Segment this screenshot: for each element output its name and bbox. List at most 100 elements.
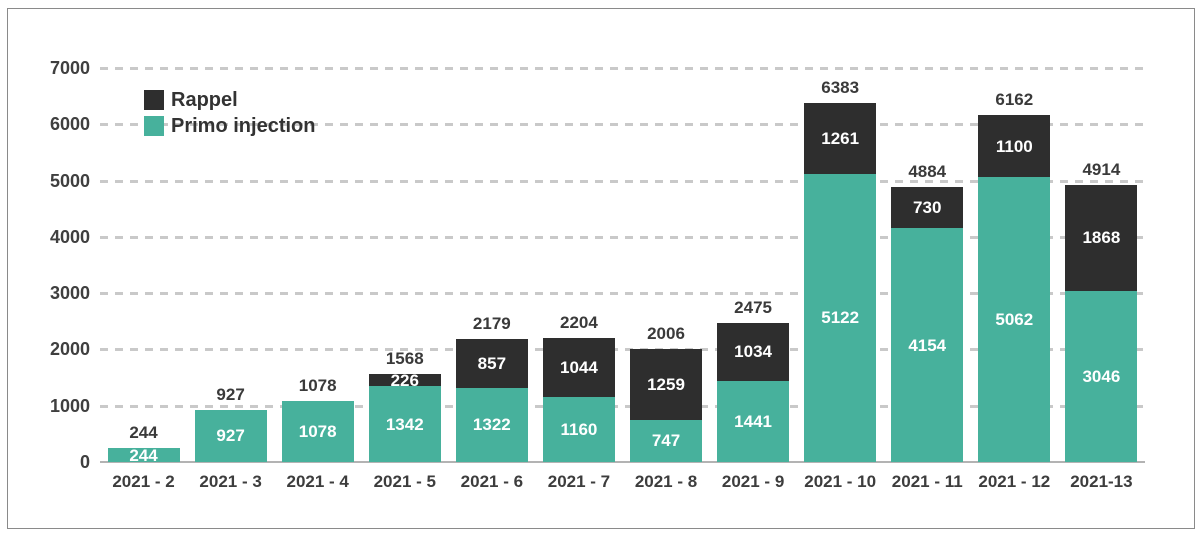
x-axis-tick-label: 2021 - 6 xyxy=(460,472,524,491)
bar-slot: 1568 226 1342 xyxy=(361,68,448,462)
stacked-bar: 2475 1034 1441 xyxy=(717,297,790,462)
stacked-bar: 244 244 xyxy=(107,423,180,465)
bar-total-label: 2179 xyxy=(472,314,511,334)
bar-slot: 4914 1868 3046 xyxy=(1058,68,1145,462)
bar-total-label: 1078 xyxy=(298,376,337,396)
bar-total-label: 927 xyxy=(216,384,245,404)
primo-injection-value-label: 1160 xyxy=(560,419,598,439)
primo-injection-segment: 244 xyxy=(107,445,180,465)
primo-injection-value-label: 5122 xyxy=(821,308,860,328)
gridline xyxy=(100,292,1145,296)
bar-total-label: 6383 xyxy=(821,77,860,97)
legend-item-rappel: Rappel xyxy=(144,90,315,110)
y-axis-tick-label: 0 xyxy=(79,452,90,472)
legend-item-primo-injection: Primo injection xyxy=(144,116,315,136)
gridline xyxy=(100,179,1145,183)
bar-total-label: 2204 xyxy=(560,312,598,332)
gridline xyxy=(100,404,1145,408)
bar-slot: 244 244 xyxy=(100,68,187,465)
primo-injection-segment: 747 xyxy=(630,419,702,462)
bar-total-label: 2475 xyxy=(734,297,772,317)
y-axis-tick-label: 1000 xyxy=(49,395,90,416)
bar-slot: 2006 1259 747 xyxy=(622,68,709,462)
rappel-segment: 226 xyxy=(368,370,441,390)
bar-slot: 2475 1034 1441 xyxy=(710,68,797,462)
legend: Rappel Primo injection xyxy=(144,90,315,136)
bar-total-label: 2006 xyxy=(647,324,685,344)
stacked-bar: 6162 1100 5062 xyxy=(978,90,1051,462)
bars-container: 244 244 927 927 1078 1078 1568 226 1342 2179 857 13… xyxy=(100,68,1145,465)
rappel-segment: 1259 xyxy=(630,349,702,420)
rappel-value-label: 857 xyxy=(477,353,507,373)
y-axis-tick-label: 7000 xyxy=(49,58,90,78)
primo-injection-value-label: 927 xyxy=(216,426,245,446)
x-axis-tick-label: 2021 - 10 xyxy=(804,472,877,491)
bar-slot: 6383 1261 5122 xyxy=(797,68,884,462)
stacked-bar: 927 927 xyxy=(194,384,267,462)
primo-injection-segment: 1441 xyxy=(717,380,790,462)
rappel-segment: 857 xyxy=(455,339,528,388)
rappel-segment: 1034 xyxy=(717,322,790,381)
plot-area: 244 244 927 927 1078 1078 1568 226 1342 2179 857 13… xyxy=(100,67,1145,465)
primo-injection-value-label: 5062 xyxy=(995,310,1034,330)
primo-injection-segment: 1342 xyxy=(368,386,441,462)
primo-injection-segment: 927 xyxy=(194,409,267,462)
x-axis-tick-label: 2021 - 11 xyxy=(891,472,963,491)
rappel-swatch-icon xyxy=(144,90,164,110)
x-axis-tick-label: 2021 - 4 xyxy=(286,472,349,491)
rappel-value-label: 1100 xyxy=(995,136,1033,156)
rappel-segment: 1868 xyxy=(1065,185,1138,291)
stacked-bar: 2204 1044 1160 xyxy=(542,312,615,462)
gridline xyxy=(100,67,1145,70)
bar-total-label: 1568 xyxy=(385,348,424,368)
legend-label-primo-injection: Primo injection xyxy=(171,115,316,137)
y-axis-tick-label: 4000 xyxy=(49,226,90,247)
primo-injection-value-label: 3046 xyxy=(1082,366,1121,386)
rappel-value-label: 226 xyxy=(390,370,419,390)
stacked-bar: 2179 857 1322 xyxy=(455,314,528,462)
bar-slot: 6162 1100 5062 xyxy=(971,68,1058,462)
x-axis-tick-label: 2021 - 3 xyxy=(199,472,262,491)
stacked-bar: 4884 730 4154 xyxy=(891,162,964,462)
rappel-segment: 1044 xyxy=(542,337,615,397)
bar-slot: 1078 1078 xyxy=(274,68,361,462)
x-axis-line xyxy=(100,461,1145,463)
bar-total-label: 4884 xyxy=(908,162,947,182)
stacked-bar: 2006 1259 747 xyxy=(630,324,702,462)
gridline xyxy=(100,348,1145,352)
gridline xyxy=(100,235,1145,239)
primo-injection-value-label: 1078 xyxy=(298,422,337,442)
x-axis-tick-label: 2021-13 xyxy=(1070,472,1133,491)
y-axis-tick-label: 3000 xyxy=(49,283,90,304)
primo-injection-segment: 5062 xyxy=(978,177,1051,462)
primo-injection-value-label: 1342 xyxy=(385,414,424,434)
rappel-value-label: 1259 xyxy=(647,375,685,395)
stacked-bar: 1078 1078 xyxy=(281,376,354,462)
bar-slot: 2179 857 1322 xyxy=(448,68,535,462)
x-axis-tick-label: 2021 - 12 xyxy=(978,472,1051,491)
primo-injection-swatch-icon xyxy=(144,116,164,136)
x-axis-tick-label: 2021 - 8 xyxy=(634,472,698,491)
rappel-value-label: 1868 xyxy=(1082,228,1121,248)
rappel-value-label: 1034 xyxy=(734,342,772,362)
y-axis-tick-label: 2000 xyxy=(49,339,90,360)
rappel-segment: 1100 xyxy=(978,115,1051,178)
y-axis-tick-label: 5000 xyxy=(49,170,90,191)
bar-total-label: 4914 xyxy=(1082,160,1121,180)
bar-slot: 4884 730 4154 xyxy=(884,68,971,462)
rappel-segment: 730 xyxy=(891,187,964,229)
stacked-bar: 4914 1868 3046 xyxy=(1065,160,1138,462)
x-axis-tick-labels: 2021 - 2 2021 - 3 2021 - 4 2021 - 5 2021 - 6… xyxy=(100,472,1145,492)
x-axis-tick-label: 2021 - 5 xyxy=(373,472,436,491)
x-axis-tick-label: 2021 - 7 xyxy=(547,472,611,491)
stacked-bar: 6383 1261 5122 xyxy=(804,77,877,462)
primo-injection-segment: 1078 xyxy=(281,401,354,462)
y-axis-tick-label: 6000 xyxy=(49,114,90,135)
primo-injection-value-label: 244 xyxy=(129,445,158,465)
rappel-value-label: 1261 xyxy=(821,128,860,148)
primo-injection-value-label: 1322 xyxy=(472,415,511,435)
primo-injection-segment: 3046 xyxy=(1065,290,1138,462)
bar-slot: 2204 1044 1160 xyxy=(535,68,622,462)
primo-injection-value-label: 1441 xyxy=(734,411,772,431)
